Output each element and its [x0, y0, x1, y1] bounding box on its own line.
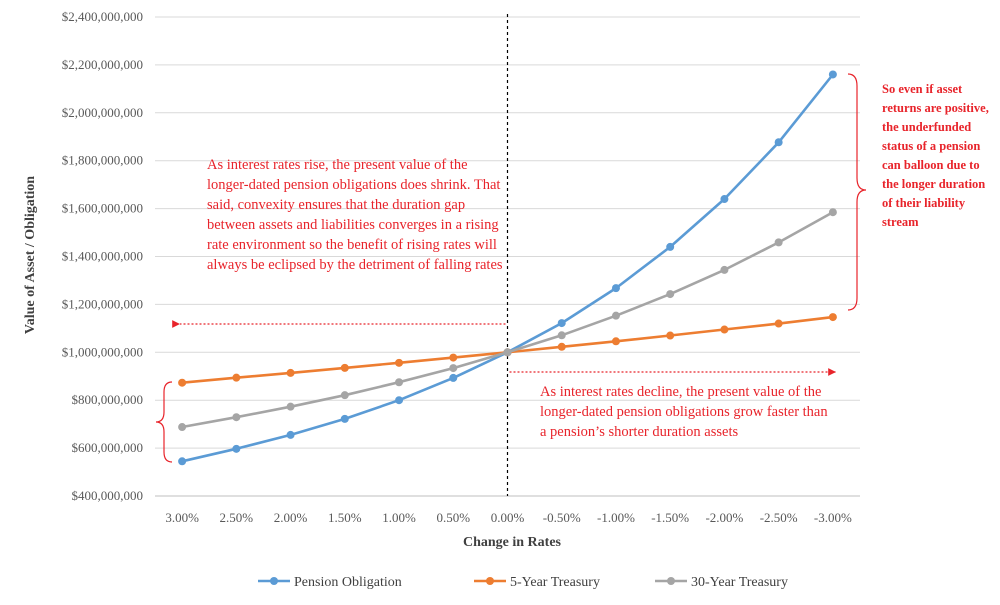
y-tick-label: $2,200,000,000: [62, 57, 143, 72]
y-tick-label: $1,800,000,000: [62, 153, 143, 168]
data-point: [828, 70, 837, 79]
y-axis-title: Value of Asset / Obligation: [23, 176, 38, 334]
x-tick-label: -1.00%: [597, 510, 635, 525]
y-tick-label: $2,000,000,000: [62, 105, 143, 120]
x-tick-label: 0.00%: [491, 510, 525, 525]
data-point: [611, 337, 620, 346]
y-tick-label: $2,400,000,000: [62, 9, 143, 24]
x-tick-label: -2.00%: [705, 510, 743, 525]
data-point: [828, 208, 837, 217]
annotation-declining-rates: As interest rates decline, the present v…: [540, 384, 828, 440]
data-point: [557, 342, 566, 351]
data-point: [178, 423, 187, 432]
data-point: [178, 378, 187, 387]
y-tick-label: $400,000,000: [72, 488, 144, 503]
data-point: [286, 430, 295, 439]
x-tick-label: -3.00%: [814, 510, 852, 525]
data-point: [720, 265, 729, 274]
x-tick-label: -1.50%: [651, 510, 689, 525]
data-point: [557, 319, 566, 328]
x-tick-label: 1.00%: [382, 510, 416, 525]
left-brace: [155, 381, 173, 463]
data-point: [232, 444, 241, 453]
data-point: [666, 290, 675, 299]
x-tick-label: 2.50%: [220, 510, 254, 525]
y-tick-label: $1,200,000,000: [62, 296, 143, 311]
data-point: [286, 368, 295, 377]
data-point: [395, 378, 404, 387]
x-tick-label: 0.50%: [436, 510, 470, 525]
annotation-underfunded: So even if asset returns are positive, t…: [882, 82, 989, 229]
y-tick-label: $600,000,000: [72, 440, 144, 455]
legend-marker: [270, 577, 278, 585]
data-point: [720, 325, 729, 334]
data-point: [395, 396, 404, 405]
data-point: [232, 373, 241, 382]
legend-marker: [667, 577, 675, 585]
y-tick-label: $1,600,000,000: [62, 201, 143, 216]
data-point: [340, 391, 349, 400]
data-point: [178, 457, 187, 466]
legend-label: 30-Year Treasury: [691, 575, 788, 590]
data-point: [774, 319, 783, 328]
data-point: [611, 284, 620, 293]
data-point: [503, 348, 512, 357]
x-tick-label: -2.50%: [760, 510, 798, 525]
x-axis-title: Change in Rates: [463, 535, 562, 550]
annotation-arrows: [155, 73, 867, 463]
legend: Pension Obligation 5-Year Treasury 30-Year…: [258, 575, 788, 590]
x-tick-label: 3.00%: [165, 510, 199, 525]
y-tick-label: $1,400,000,000: [62, 249, 143, 264]
data-point: [557, 331, 566, 340]
x-tick-label: 2.00%: [274, 510, 308, 525]
data-point: [611, 311, 620, 320]
annotation-rising-rates: As interest rates rise, the present valu…: [207, 157, 503, 273]
x-tick-label: -0.50%: [543, 510, 581, 525]
data-point: [666, 331, 675, 340]
data-point: [720, 195, 729, 204]
data-point: [449, 373, 458, 382]
y-axis: $400,000,000 $600,000,000 $800,000,000 $1,0…: [62, 9, 143, 503]
data-point: [340, 414, 349, 423]
legend-marker: [486, 577, 494, 585]
series-group: [178, 70, 837, 466]
data-point: [449, 353, 458, 362]
right-brace: [847, 73, 867, 311]
data-point: [340, 363, 349, 372]
data-point: [395, 358, 404, 367]
data-point: [232, 413, 241, 422]
data-point: [449, 364, 458, 373]
y-tick-label: $800,000,000: [72, 392, 144, 407]
legend-label: 5-Year Treasury: [510, 575, 600, 590]
data-point: [666, 242, 675, 251]
data-point: [774, 138, 783, 147]
x-tick-label: 1.50%: [328, 510, 362, 525]
x-axis: 3.00% 2.50% 2.00% 1.50% 1.00% 0.50% 0.00% -0.50…: [155, 495, 860, 525]
y-tick-label: $1,000,000,000: [62, 344, 143, 359]
data-point: [828, 313, 837, 322]
legend-label: Pension Obligation: [294, 575, 402, 590]
data-point: [774, 238, 783, 247]
data-point: [286, 402, 295, 411]
